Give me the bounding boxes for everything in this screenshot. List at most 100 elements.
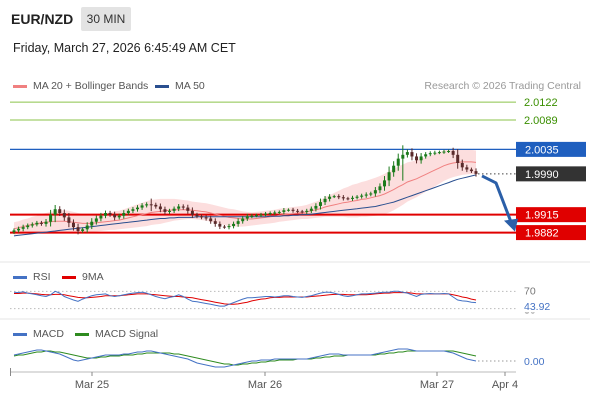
legend-bollinger: MA 20 + Bollinger Bands [13, 80, 148, 92]
timestamp: Friday, March 27, 2026 6:45:49 AM CET [13, 41, 236, 55]
level-box-last-price [516, 166, 586, 182]
candle-body [62, 213, 66, 218]
macd-line [13, 348, 477, 368]
candle-body [71, 222, 75, 228]
ma50-line [13, 174, 477, 237]
candle-body [158, 206, 162, 210]
rsi-swatch [13, 275, 27, 279]
research-credit: Research © 2026 Trading Central [424, 80, 581, 92]
candle-body [190, 210, 194, 215]
legend-macd-signal-label: MACD Signal [95, 328, 159, 340]
level-box-support-1 [516, 207, 586, 223]
candle-body [378, 186, 382, 191]
candle-body [405, 152, 409, 155]
candle-body [195, 214, 199, 217]
candle-body [415, 156, 419, 161]
candle-body [90, 221, 94, 226]
legend-rsi-ma: 9MA [62, 271, 104, 283]
projection-arrow [481, 174, 514, 226]
rsi-line [13, 290, 477, 307]
candle-body [232, 223, 236, 227]
candle-body [369, 193, 373, 195]
candle-body [30, 224, 34, 226]
candle-body [360, 195, 364, 197]
projection-arrowhead [504, 218, 518, 232]
candle-body [254, 215, 258, 217]
candle-body [341, 197, 345, 199]
candle-body [53, 209, 57, 215]
legend-rsi-label: RSI [33, 271, 51, 283]
candle-body [218, 223, 222, 227]
candle-body [200, 216, 204, 218]
candle-body [67, 217, 71, 223]
candle-body [241, 218, 245, 222]
candle-body [186, 207, 190, 211]
candle-body [433, 152, 437, 154]
candle-body [227, 226, 231, 228]
macd-panel: 0.00 [13, 348, 545, 368]
legend-ma50-label: MA 50 [175, 80, 205, 92]
candle-body [177, 206, 181, 209]
candle-body [350, 197, 354, 199]
candle-body [273, 212, 277, 214]
legend-macd-signal: MACD Signal [75, 328, 158, 340]
candle-body [456, 154, 460, 163]
candle-body [451, 151, 455, 155]
candle-body [318, 202, 322, 206]
candle-body [245, 216, 249, 219]
candle-body [328, 196, 332, 199]
candle-body [209, 218, 213, 222]
time-tick-label: Mar 25 [75, 379, 109, 391]
candle-body [250, 215, 254, 217]
candle-body [163, 209, 167, 212]
candle-body [213, 221, 217, 224]
level-label-resistance-2: 2.0122 [524, 97, 558, 109]
rsi-ma-swatch [62, 275, 76, 279]
candle-body [346, 198, 350, 200]
candle-body [26, 225, 30, 228]
candle-body [12, 230, 16, 233]
bollinger-swatch [13, 84, 27, 88]
candle-body [149, 204, 153, 206]
rsi-current-bg [520, 300, 556, 313]
candle-body [424, 154, 428, 157]
candle-body [300, 211, 304, 213]
level-label-last-price: 1.9990 [525, 169, 559, 181]
candle-body [136, 207, 140, 210]
symbol-title: EUR/NZD [11, 11, 74, 27]
candle-body [419, 156, 423, 161]
ma50-swatch [155, 84, 169, 88]
candle-body [277, 211, 281, 213]
interval-button[interactable]: 30 MIN [81, 7, 131, 31]
level-label-pivot: 2.0035 [525, 144, 559, 156]
candle-body [282, 210, 286, 212]
candle-body [108, 213, 112, 215]
candle-body [181, 206, 185, 208]
candle-body [465, 167, 469, 170]
level-label-resistance-1: 2.0089 [524, 115, 558, 127]
candle-body [469, 169, 473, 172]
candle-body [21, 227, 25, 229]
candle-body [387, 172, 391, 181]
macd-signal-swatch [75, 332, 89, 336]
legend-macd-label: MACD [33, 328, 64, 340]
candle-body [474, 171, 478, 174]
time-axis: Mar 25 Mar 26 Mar 27 Apr 4 [0, 261, 590, 391]
level-label-support-1: 1.9915 [525, 210, 559, 222]
candle-body [309, 208, 313, 211]
candle-body [355, 196, 359, 198]
candle-body [392, 165, 396, 173]
candle-body [428, 153, 432, 155]
candle-body [437, 152, 441, 154]
time-tick-label: Mar 27 [420, 379, 454, 391]
candle-body [49, 214, 53, 222]
legend-ma50: MA 50 [155, 80, 205, 92]
candle-body [168, 210, 172, 212]
candle-body [154, 204, 158, 207]
candle-body [117, 215, 121, 218]
level-box-pivot [516, 141, 586, 157]
candle-body [296, 210, 300, 212]
rsi-current-value: 43.92 [524, 301, 550, 313]
rsi-tick-70: 70 [524, 285, 536, 297]
